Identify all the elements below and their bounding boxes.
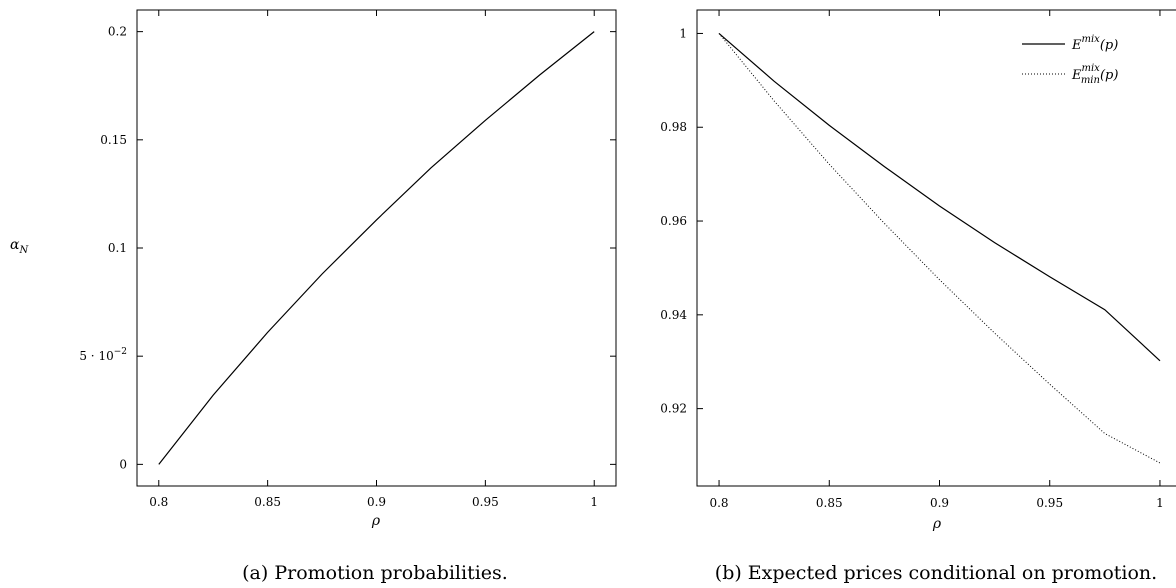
x-tick-label: 1 [590, 495, 598, 509]
x-tick-label: 1 [1156, 496, 1164, 510]
panel-b-y-ticks: 0.92 0.94 0.96 0.98 1 [660, 26, 703, 416]
series-line-b-0 [718, 32, 1161, 362]
x-tick-label: 0.8 [149, 495, 168, 509]
y-tick-label: 0.1 [108, 241, 127, 255]
legend-e-mix-arg: (p) [1100, 38, 1118, 53]
panel-b-caption: (b) Expected prices conditional on promo… [715, 562, 1157, 584]
y-tick-label: 0.92 [660, 402, 687, 416]
y-tick-label: 0 [119, 457, 127, 471]
legend-e-mix-min-sub: min [1081, 75, 1100, 86]
panel-b-x-axis-label: ρ [932, 516, 942, 532]
panel-a-caption: (a) Promotion probabilities. [242, 562, 508, 584]
x-tick-label: 0.85 [816, 496, 843, 510]
legend-label-e-mix-min: Emix min(p) [1071, 63, 1118, 86]
y-tick-label: 0.2 [108, 25, 127, 39]
panel-b-legend: Emix(p) Emix min(p) [1022, 34, 1118, 86]
y-tick-label: 0.96 [660, 214, 687, 228]
panel-b-series [718, 32, 1161, 464]
y-tick-label: 0.94 [660, 308, 687, 322]
legend-e-mix-sup: mix [1082, 34, 1101, 45]
y-tick-label: 1 [679, 26, 687, 40]
panel-a-y-axis-label-sub: N [18, 245, 29, 256]
legend-e-mix-base: E [1071, 38, 1082, 53]
legend-e-mix-min-base: E [1071, 68, 1082, 83]
legend-e-mix-min-arg: (p) [1100, 68, 1118, 83]
y-tick-label: 0.15 [100, 133, 127, 147]
panel-a-plot-frame [136, 9, 617, 487]
x-tick-label: 0.95 [472, 495, 499, 509]
legend-label-e-mix: Emix(p) [1071, 34, 1118, 53]
x-tick-label: 0.9 [930, 496, 949, 510]
panel-a-promotion-probabilities: 0.8 0.85 0.9 0.95 1 0 5 · 10−2 0.1 0.15 0.2 αN ρ… [10, 9, 617, 584]
panel-a-y-ticks: 0 5 · 10−2 0.1 0.15 0.2 [79, 25, 616, 471]
panel-a-x-ticks: 0.8 0.85 0.9 0.95 1 [149, 10, 598, 509]
panel-a-y-axis-label: αN [10, 237, 29, 256]
x-tick-label: 0.8 [709, 496, 728, 510]
y-tick-label-exponent: −2 [114, 347, 127, 357]
panel-a-series [158, 31, 595, 465]
y-tick-label: 5 · 10−2 [79, 347, 127, 363]
panel-b-x-ticks: 0.8 0.85 0.9 0.95 1 [709, 10, 1164, 510]
y-tick-label: 0.98 [660, 120, 687, 134]
x-tick-label: 0.9 [367, 495, 386, 509]
panel-a-y-axis-label-base: α [10, 237, 20, 253]
x-tick-label: 0.85 [254, 495, 281, 509]
panel-a-x-axis-label: ρ [371, 513, 381, 529]
series-line-a-0 [158, 31, 595, 465]
legend-e-mix-min-sup: mix [1082, 63, 1101, 74]
panel-b-expected-prices: 0.8 0.85 0.9 0.95 1 0.920.940.960.981 Emix(p… [660, 9, 1176, 584]
y-tick-label-mantissa: 5 · 10 [79, 349, 113, 363]
x-tick-label: 0.95 [1036, 496, 1063, 510]
series-line-b-1 [718, 33, 1161, 464]
